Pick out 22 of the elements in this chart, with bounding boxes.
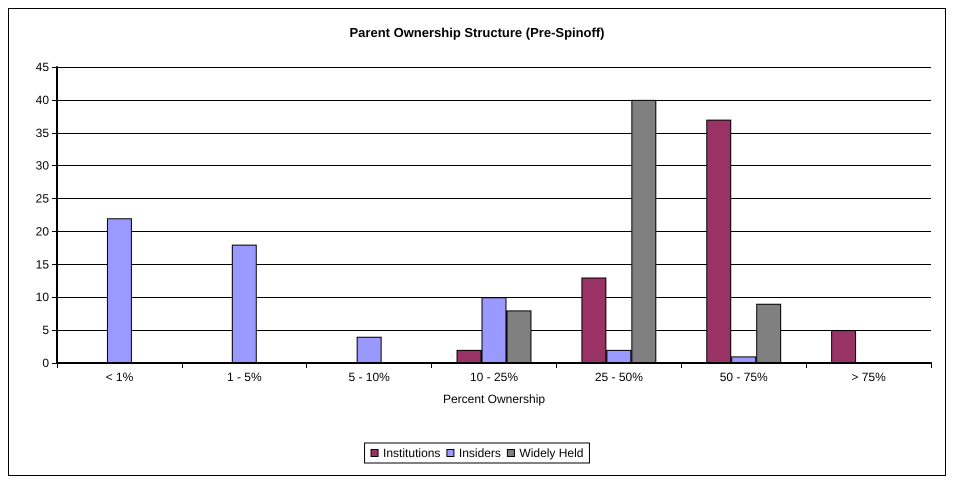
x-tick-label: 25 - 50% — [594, 370, 644, 384]
y-tick-label: 25 — [36, 192, 50, 206]
legend-label: Insiders — [458, 446, 501, 460]
y-tick-label: 45 — [36, 60, 50, 74]
y-tick-label: 5 — [42, 323, 50, 338]
x-tick-label: 1 - 5% — [226, 370, 262, 384]
legend-label: Institutions — [383, 446, 440, 460]
legend-label: Widely Held — [519, 446, 584, 460]
x-tick-label: > 75% — [851, 370, 886, 384]
y-tick-label: 30 — [36, 158, 50, 173]
x-axis-title: Percent Ownership — [442, 392, 546, 406]
y-tick-label: 40 — [36, 92, 50, 107]
y-tick-label: 35 — [36, 126, 50, 140]
y-tick-label: 0 — [42, 356, 50, 370]
x-tick-label: 10 - 25% — [470, 370, 518, 384]
y-tick-label: 20 — [36, 224, 50, 238]
x-tick-label: 50 - 75% — [720, 370, 768, 384]
x-tick-label: 5 - 10% — [348, 370, 390, 384]
y-tick-label: 15 — [36, 257, 50, 272]
y-tick-label: 10 — [36, 290, 50, 304]
x-tick-label: < 1% — [106, 370, 134, 384]
chart-title: Parent Ownership Structure (Pre-Spinoff) — [350, 25, 604, 40]
